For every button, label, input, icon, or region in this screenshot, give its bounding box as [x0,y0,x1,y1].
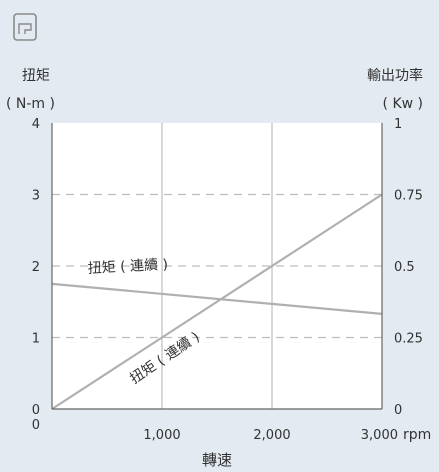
series-label-continuous-torque: 扭矩 ( 連續 ) [87,257,168,277]
left-tick-label: 1 [32,332,40,347]
left-tick-label: 2 [32,260,40,275]
left-axis-label: 扭矩 [22,68,50,84]
right-tick-label: 0.5 [394,260,415,275]
left-tick-label: 3 [32,189,40,204]
left-axis-unit: ( N-m ) [6,96,55,112]
x-tick-label: 2,000 [253,428,290,443]
x-axis-label: 轉速 [202,451,232,469]
motor-outline-icon [13,13,37,41]
x-tick-label: 1,000 [143,428,180,443]
right-tick-label: 0.25 [394,332,423,347]
right-tick-label: 1 [394,117,402,132]
x-tick-label: 0 [32,418,40,433]
right-axis-label: 輸出功率 [367,67,423,84]
series-line-power [51,193,383,410]
left-tick-label: 4 [32,117,40,132]
x-axis-unit: rpm [403,427,431,443]
left-tick-label: 0 [32,403,40,418]
tick-layer: 0 1 2 3 4 0 0.25 0.5 0.75 1 0 1,000 2,000 3,000 [32,117,423,443]
right-tick-label: 0.75 [394,189,423,204]
series-line-continuous-torque [51,282,383,316]
series-layer [51,193,383,410]
plot-area [52,123,382,409]
right-tick-label: 0 [394,403,402,418]
right-axis-unit: ( Kw ) [383,96,423,112]
x-tick-label: 3,000 [361,428,398,443]
